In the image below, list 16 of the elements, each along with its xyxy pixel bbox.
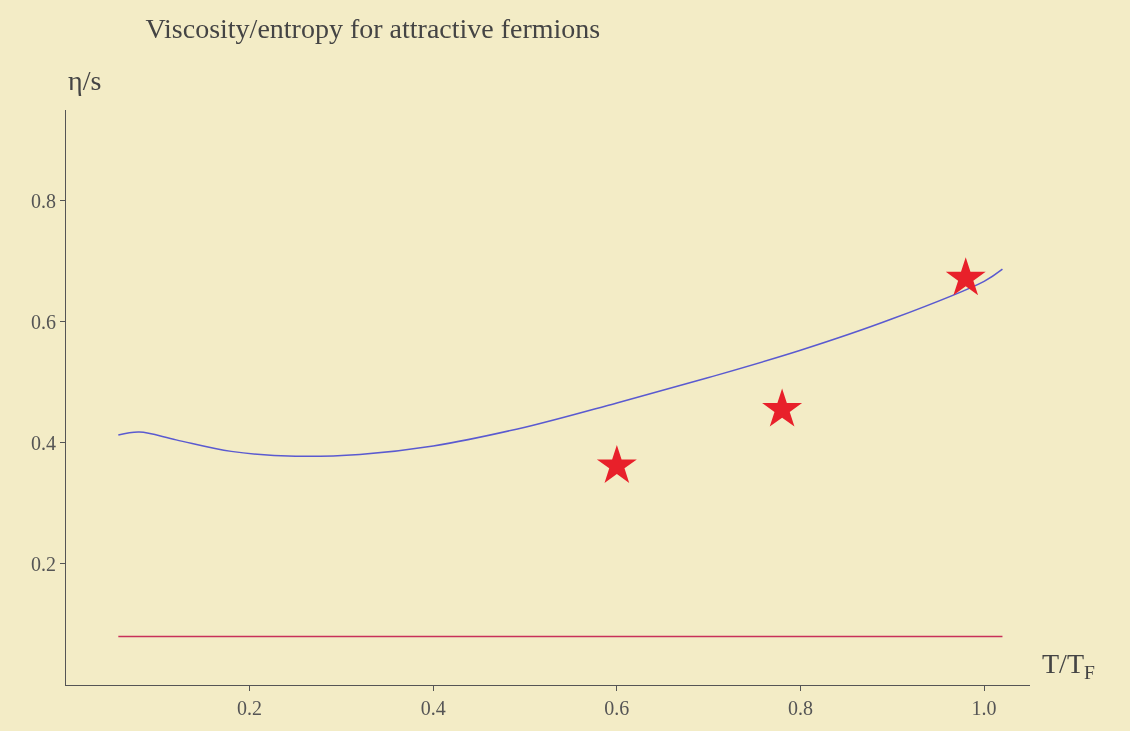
x-tick-label: 1.0: [971, 697, 997, 719]
x-tick-label: 0.8: [787, 697, 813, 719]
point: [762, 388, 803, 427]
y-tick-label: 0.8: [31, 189, 56, 212]
x-axis-title: T/T$_{F}$: [1042, 648, 1095, 683]
point: [945, 257, 986, 296]
line-series: [117, 268, 1004, 458]
y-tick-label: 0.2: [31, 552, 56, 575]
x-tick-label: 0.2: [237, 697, 263, 719]
y-axis-title: η/s: [68, 65, 102, 96]
point: [596, 444, 637, 483]
x-tick-label: 0.6: [604, 697, 630, 719]
chart-title: Viscosity/entropy for attractive fermions: [145, 12, 601, 44]
y-tick-label: 0.4: [31, 431, 56, 454]
y-tick-label: 0.6: [31, 310, 56, 333]
x-tick-label: 0.4: [420, 697, 446, 719]
